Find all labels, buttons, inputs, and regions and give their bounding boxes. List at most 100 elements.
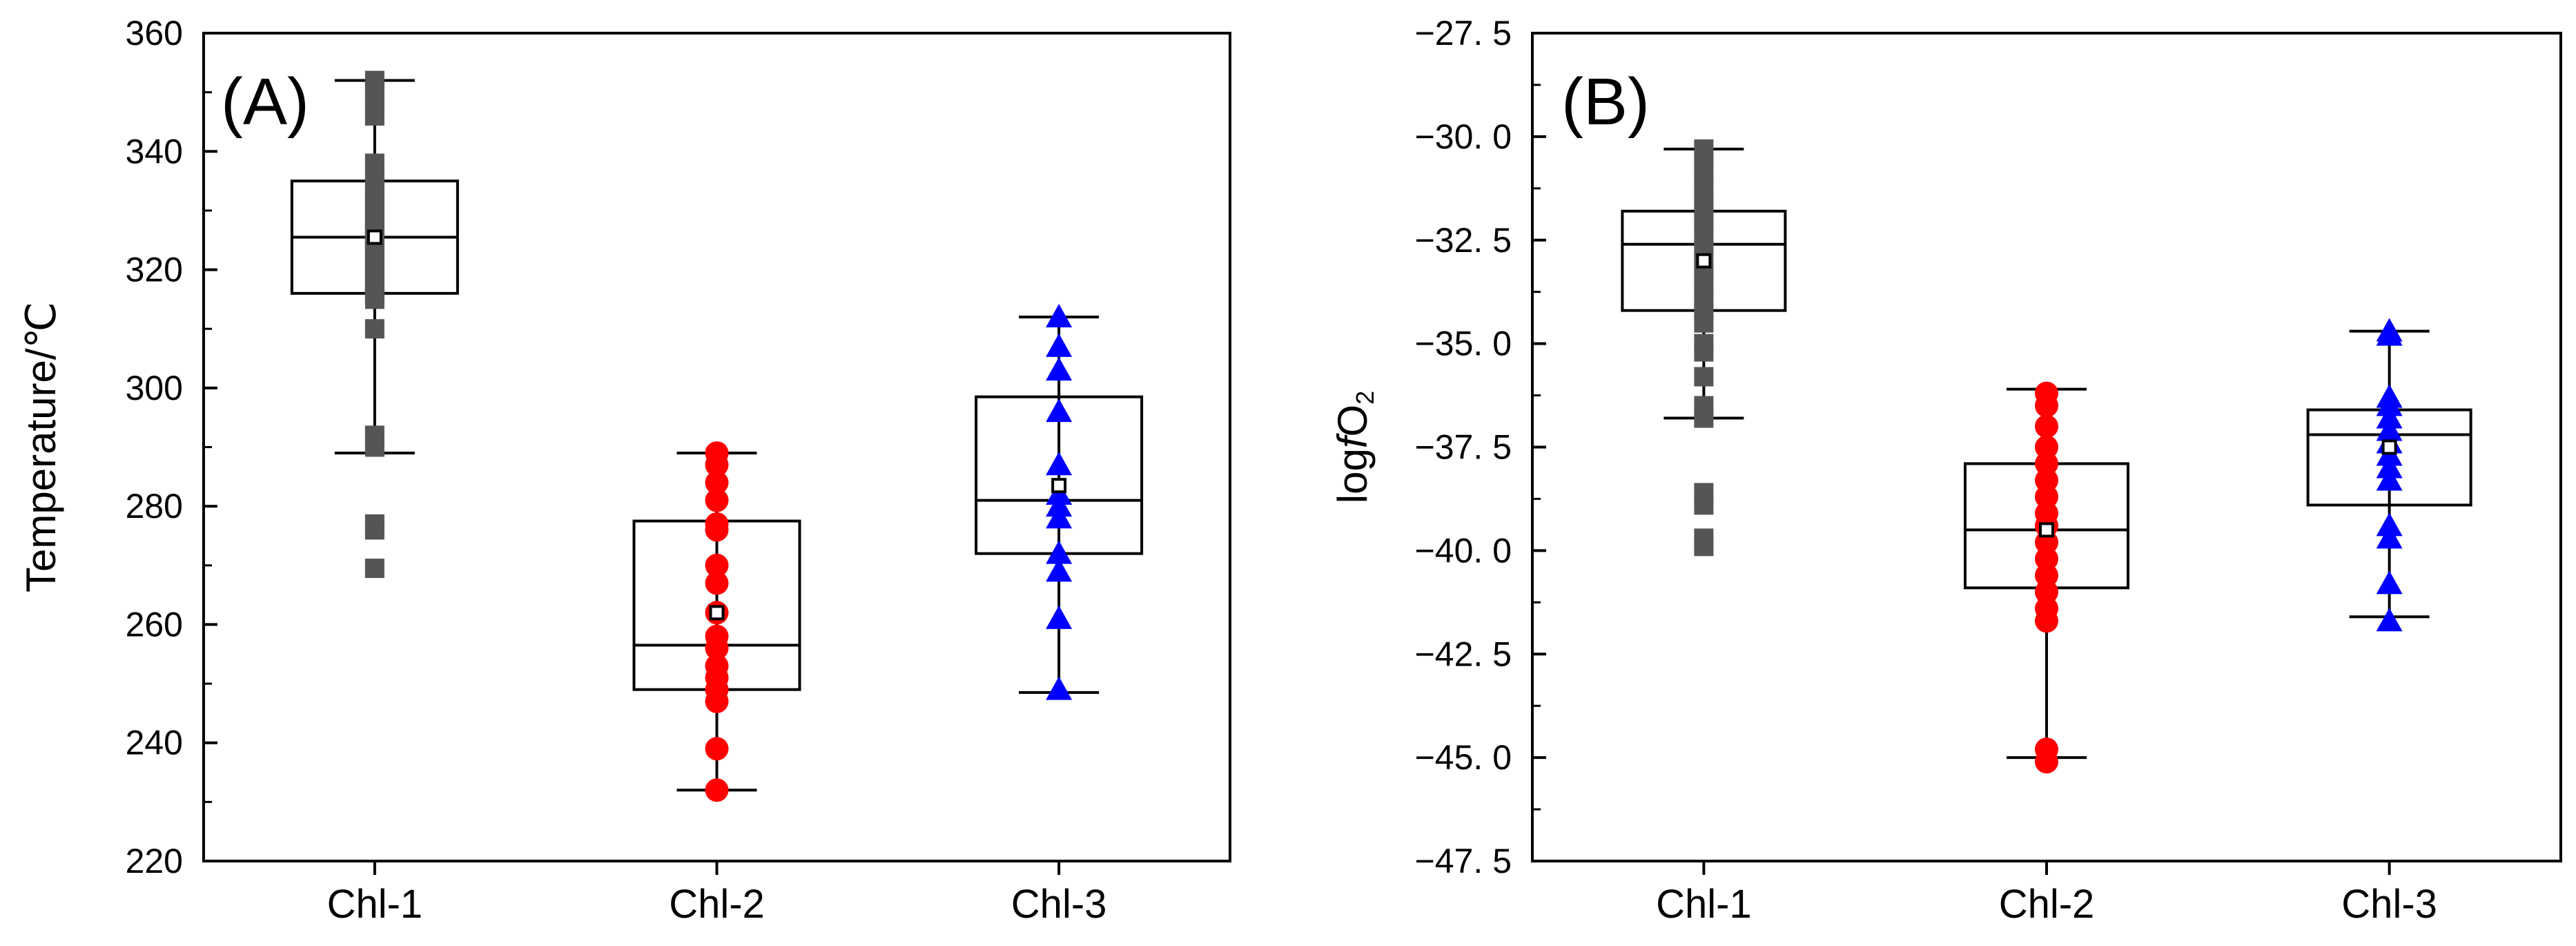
data-point-circle [2035,435,2058,459]
x-category-label: Chl-3 [1011,882,1107,927]
data-point-triangle [1046,304,1073,328]
y-axis-title-italic: f [1329,433,1376,448]
data-point-triangle [1046,493,1073,517]
box-group-chl-1 [1621,139,1787,557]
data-point-square [364,520,384,540]
data-point-circle [2035,563,2058,588]
x-category-label: Chl-2 [669,882,765,927]
mean-marker [367,229,382,245]
data-point-triangle [1046,540,1073,564]
y-tick-label: −42. 5 [1415,635,1512,673]
y-tick-label: −30. 0 [1415,117,1512,156]
data-point-square [364,289,384,309]
box-group-chl-2 [1964,381,2129,774]
panel-label: (B) [1561,65,1650,139]
panel-b-boxplot-logfo2: −47. 5 −45. 0 −42. 5 −40. 0 −37. 5 −35. 0 −32.… [1329,14,2562,927]
y-tick-label: 300 [126,369,183,407]
data-point-circle [705,636,729,660]
mean-marker [2039,522,2054,538]
y-tick-label: 280 [126,487,183,525]
data-point-circle [705,488,729,512]
data-point-triangle [1046,333,1073,357]
y-tick-label: 220 [126,842,183,880]
data-point-circle [2035,452,2058,476]
box-group-chl-2 [632,441,801,802]
data-point-triangle [2376,525,2403,549]
x-category-label: Chl-3 [2341,882,2437,927]
y-tick-label: 340 [126,132,183,171]
y-tick-label: −35. 0 [1415,325,1512,363]
data-point-circle [2035,394,2058,418]
y-axis-title-prefix: log [1329,448,1376,503]
data-point-triangle [2376,392,2403,416]
data-point-circle [705,737,729,761]
data-point-triangle [1046,398,1073,423]
x-category-label: Chl-1 [1656,882,1752,927]
data-point-square [1694,408,1714,428]
data-point-triangle [2376,322,2403,346]
data-point-square [1694,313,1714,333]
mean-marker [1051,478,1067,494]
y-axis-title-main: O [1329,405,1376,437]
panel-label: (A) [221,65,309,139]
data-point-square [1694,367,1714,387]
data-point-circle [705,453,729,477]
data-point-triangle [1046,452,1073,476]
box-group-chl-3 [2306,318,2472,632]
y-tick-label: 260 [126,605,183,644]
data-point-square [364,559,384,579]
y-tick-label: 360 [126,14,183,52]
data-point-circle [2035,547,2058,571]
data-point-circle [705,571,729,595]
panel-a-boxplot-temperature: 220 240 260 280 300 320 340 360 Chl-1 Chl-2 Chl-3 T… [18,14,1231,927]
box-group-chl-3 [975,304,1144,700]
y-tick-label: −40. 0 [1415,531,1512,570]
data-point-triangle [1046,605,1073,629]
data-point-triangle [1046,676,1073,700]
data-point-circle [2035,468,2058,492]
data-point-triangle [2376,608,2403,632]
data-point-square [1694,495,1714,515]
data-point-square [1694,537,1714,557]
mean-marker [709,605,725,621]
data-point-circle [2035,414,2058,438]
mean-marker [2381,439,2397,455]
data-point-triangle [1046,558,1073,582]
box-group-chl-1 [290,70,459,579]
data-point-circle [705,553,729,577]
data-point-square [364,106,384,126]
mean-marker [1696,253,1712,269]
data-point-circle [2035,485,2058,509]
data-point-triangle [1046,505,1073,529]
y-axis-title: Temperature/℃ [18,302,64,592]
data-point-triangle [2376,454,2403,479]
data-point-circle [705,778,729,802]
y-tick-label: −45. 0 [1415,738,1512,777]
data-point-triangle [2376,512,2403,537]
y-axis-title: logfO2 [1329,391,1379,503]
data-point-triangle [2376,405,2403,429]
y-axis-title-subscript: 2 [1351,391,1379,405]
y-tick-label: −47. 5 [1415,842,1512,880]
data-point-triangle [1046,357,1073,381]
data-point-triangle [2376,467,2403,491]
y-tick-label: 320 [126,251,183,289]
data-point-square [1694,342,1714,362]
y-tick-label: 240 [126,724,183,762]
y-tick-label: −32. 5 [1415,221,1512,260]
data-point-circle [705,518,729,542]
data-point-triangle [2376,417,2403,441]
x-category-label: Chl-2 [1999,882,2095,927]
data-point-triangle [2376,570,2403,595]
y-tick-label: −37. 5 [1415,428,1512,467]
x-category-label: Chl-1 [327,882,423,927]
data-point-square [364,319,384,339]
data-point-circle [2035,580,2058,604]
data-point-circle [2035,609,2058,633]
data-point-circle [705,470,729,494]
data-point-square [364,437,384,457]
data-point-circle [705,689,729,713]
data-point-circle [2035,750,2058,774]
y-tick-label: −27. 5 [1415,14,1512,52]
